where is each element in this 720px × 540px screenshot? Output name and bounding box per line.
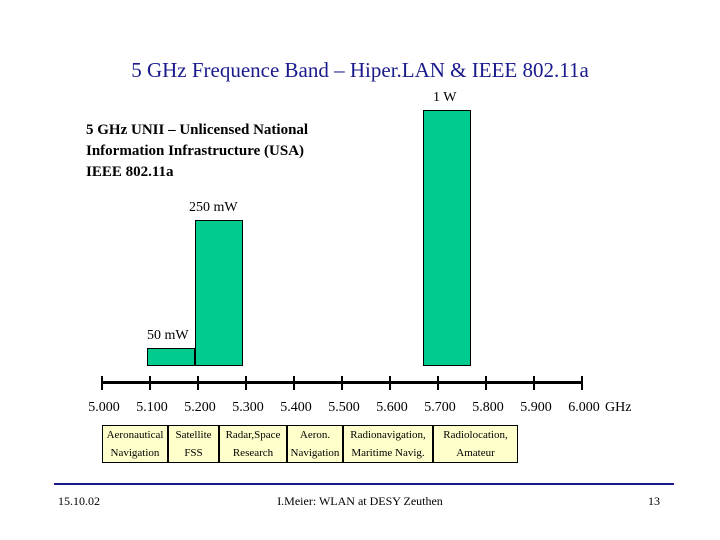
footer-date: 15.10.02: [58, 494, 100, 508]
power-bar: [195, 220, 243, 366]
power-bar-label: 1 W: [433, 90, 457, 105]
service-label: Amateur: [456, 447, 495, 459]
power-bar: [147, 348, 195, 366]
footer-rule: [54, 483, 674, 485]
description-line: Information Infrastructure (USA): [86, 143, 305, 159]
axis-tick: [389, 376, 391, 390]
axis-tick-label: 5.900: [520, 400, 552, 415]
service-allocation-box: Satellite FSS: [168, 425, 219, 463]
power-bar-label: 250 mW: [189, 200, 238, 216]
page-number: 13: [648, 494, 660, 508]
service-label: Radionavigation,: [350, 429, 426, 441]
axis-tick: [533, 376, 535, 390]
axis-tick: [293, 376, 295, 390]
axis-tick: [581, 376, 583, 390]
axis-tick-label: 5.200: [184, 400, 216, 415]
axis-tick-label: 5.100: [136, 400, 168, 415]
service-label: Research: [232, 447, 274, 459]
service-allocation-box: Aeron. Navigation: [287, 425, 343, 463]
service-label: Aeronautical: [106, 429, 164, 441]
slide-title: 5 GHz Frequence Band – Hiper.LAN & IEEE …: [131, 58, 589, 82]
axis-tick-label: 5.300: [232, 400, 264, 415]
axis-tick-label: 5.600: [376, 400, 408, 415]
axis-tick-label: 5.700: [424, 400, 456, 415]
service-label: Aeron.: [299, 429, 331, 441]
service-label: Navigation: [110, 447, 160, 459]
band-description: 5 GHz UNII – Unlicensed National Informa…: [86, 120, 308, 183]
axis-tick: [101, 376, 103, 390]
power-bar-label: 50 mW: [147, 328, 189, 343]
axis-tick-label: 5.400: [280, 400, 312, 415]
service-allocation-box: Radiolocation, Amateur: [433, 425, 518, 463]
service-label: FSS: [184, 447, 203, 459]
description-line: IEEE 802.11a: [86, 164, 174, 180]
axis-tick-label: 5.000: [88, 400, 120, 415]
axis-tick-label: 5.800: [472, 400, 504, 415]
service-label: Radiolocation,: [443, 429, 508, 441]
axis-tick: [149, 376, 151, 390]
axis-tick: [197, 376, 199, 390]
service-allocation-box: Radar,Space Research: [219, 425, 287, 463]
axis-unit-label: GHz: [605, 400, 632, 415]
axis-tick-label: 5.500: [328, 400, 360, 415]
footer-author: I.Meier: WLAN at DESY Zeuthen: [277, 494, 443, 508]
power-bar: [423, 110, 471, 366]
axis-tick-label: 6.000: [568, 400, 600, 415]
axis-tick: [437, 376, 439, 390]
description-line: 5 GHz UNII – Unlicensed National: [86, 122, 309, 138]
service-label: Radar,Space: [225, 429, 281, 441]
service-label: Navigation: [290, 447, 340, 459]
axis-tick: [245, 376, 247, 390]
service-allocation-box: Aeronautical Navigation: [102, 425, 168, 463]
service-label: Maritime Navig.: [351, 447, 425, 459]
axis-tick: [341, 376, 343, 390]
axis-tick: [485, 376, 487, 390]
service-allocation-box: Radionavigation, Maritime Navig.: [343, 425, 433, 463]
service-label: Satellite: [175, 429, 212, 441]
